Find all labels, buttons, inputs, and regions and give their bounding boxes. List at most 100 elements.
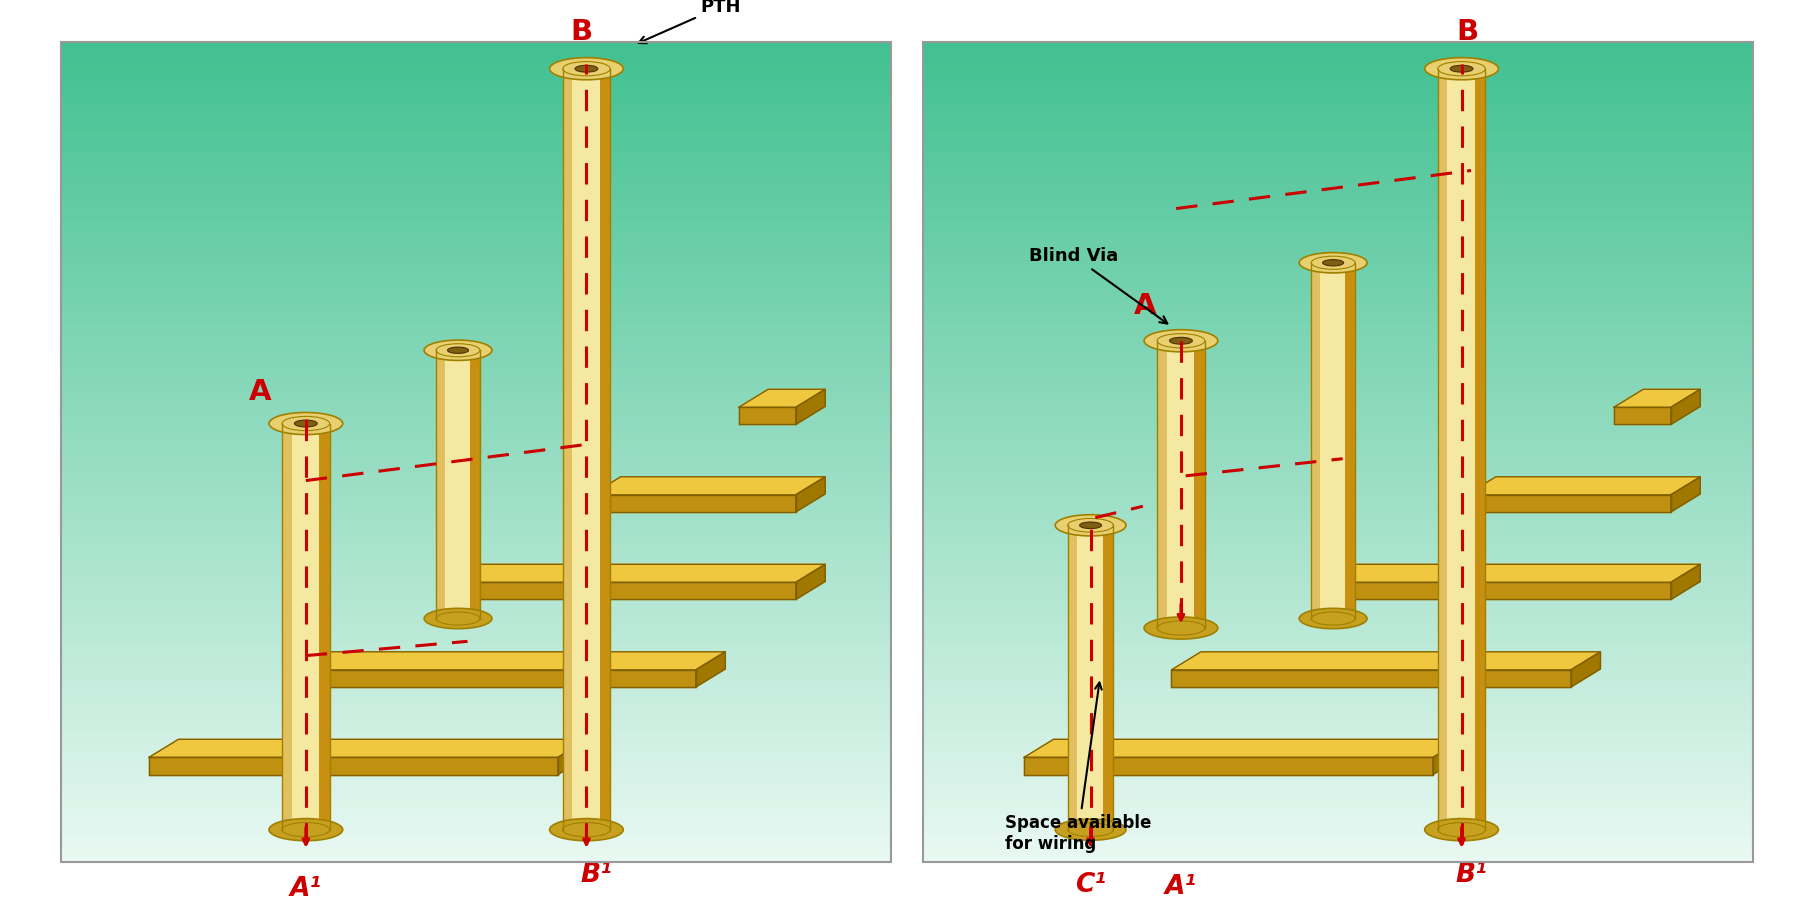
Bar xyxy=(923,445,1752,452)
Text: B¹: B¹ xyxy=(1455,862,1487,888)
Bar xyxy=(62,185,891,192)
Bar xyxy=(923,712,1752,718)
Bar xyxy=(923,261,1752,268)
Bar xyxy=(62,610,891,616)
Bar xyxy=(923,247,1752,254)
Ellipse shape xyxy=(281,416,330,431)
Bar xyxy=(62,363,891,370)
Bar xyxy=(923,732,1752,739)
Bar xyxy=(62,192,891,200)
Ellipse shape xyxy=(550,819,624,841)
Ellipse shape xyxy=(1079,522,1101,529)
Polygon shape xyxy=(738,407,796,424)
Bar xyxy=(62,390,891,397)
Bar xyxy=(923,473,1752,479)
Bar xyxy=(923,384,1752,390)
Bar xyxy=(923,179,1752,185)
Bar xyxy=(62,766,891,773)
Polygon shape xyxy=(1172,652,1600,670)
Bar xyxy=(923,42,1752,862)
Bar xyxy=(923,397,1752,405)
Bar xyxy=(923,479,1752,486)
Polygon shape xyxy=(296,652,726,670)
Bar xyxy=(62,247,891,254)
Polygon shape xyxy=(1466,476,1700,494)
Bar xyxy=(923,322,1752,329)
Bar xyxy=(923,63,1752,69)
Bar xyxy=(923,507,1752,513)
Bar xyxy=(923,356,1752,363)
Bar xyxy=(923,739,1752,746)
Bar xyxy=(62,855,891,862)
Bar xyxy=(923,828,1752,834)
Bar xyxy=(923,513,1752,521)
Bar xyxy=(62,117,891,124)
Bar xyxy=(923,466,1752,473)
Bar xyxy=(923,855,1752,862)
Bar xyxy=(923,623,1752,629)
Text: PTH: PTH xyxy=(639,0,742,43)
Polygon shape xyxy=(1319,565,1700,583)
Bar xyxy=(1439,68,1486,830)
Ellipse shape xyxy=(1449,66,1473,72)
Bar xyxy=(923,432,1752,439)
Ellipse shape xyxy=(1157,621,1204,636)
Bar xyxy=(62,281,891,288)
Bar xyxy=(62,568,891,575)
Bar xyxy=(923,671,1752,678)
Bar xyxy=(62,684,891,691)
Ellipse shape xyxy=(562,62,610,76)
Bar xyxy=(923,555,1752,561)
Polygon shape xyxy=(444,583,796,600)
Bar xyxy=(1068,525,1078,830)
Ellipse shape xyxy=(1056,515,1126,536)
Bar xyxy=(923,663,1752,671)
Bar xyxy=(62,356,891,363)
Bar xyxy=(62,227,891,234)
Bar xyxy=(923,390,1752,397)
Bar xyxy=(923,76,1752,83)
Bar xyxy=(923,151,1752,158)
Bar xyxy=(923,268,1752,274)
Bar xyxy=(923,363,1752,370)
Bar xyxy=(62,445,891,452)
Bar xyxy=(923,219,1752,227)
Polygon shape xyxy=(1671,389,1700,424)
Bar xyxy=(62,254,891,261)
Bar xyxy=(923,295,1752,302)
Ellipse shape xyxy=(435,343,481,357)
Bar xyxy=(62,213,891,219)
Bar xyxy=(62,63,891,69)
Bar xyxy=(62,411,891,418)
Bar xyxy=(1157,341,1166,628)
Bar xyxy=(62,295,891,302)
Bar xyxy=(923,568,1752,575)
Bar xyxy=(62,705,891,712)
Bar xyxy=(62,397,891,405)
Bar xyxy=(62,773,891,780)
Bar xyxy=(62,513,891,521)
Bar xyxy=(1068,525,1114,830)
Bar xyxy=(923,405,1752,411)
Bar xyxy=(62,821,891,828)
Bar xyxy=(1439,68,1448,830)
Bar xyxy=(62,800,891,807)
Bar xyxy=(62,657,891,663)
Ellipse shape xyxy=(1170,337,1192,344)
Bar xyxy=(923,595,1752,602)
Bar xyxy=(1475,68,1486,830)
Bar xyxy=(62,698,891,705)
Bar xyxy=(62,56,891,63)
Bar xyxy=(62,268,891,274)
Bar xyxy=(923,288,1752,295)
Bar xyxy=(62,841,891,849)
Bar xyxy=(62,739,891,746)
Bar xyxy=(435,351,481,619)
Bar xyxy=(62,240,891,247)
Bar xyxy=(923,213,1752,219)
Bar xyxy=(923,691,1752,698)
Bar xyxy=(62,561,891,568)
Bar xyxy=(923,718,1752,725)
Bar xyxy=(62,377,891,384)
Bar xyxy=(923,849,1752,855)
